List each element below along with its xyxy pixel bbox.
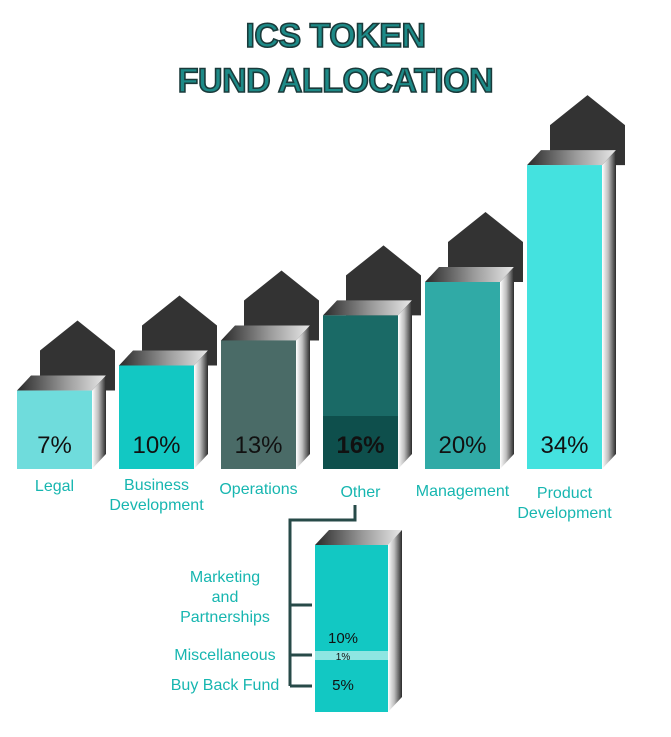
bar-0 (17, 390, 92, 469)
category-label-4: Management (415, 483, 510, 500)
breakdown-label-2: Buy Back Fund (170, 677, 280, 694)
bar-other-lower-band (323, 416, 398, 469)
bar-shadow-4 (448, 212, 523, 282)
bar-shadow-0 (40, 320, 115, 391)
bar-top-2 (221, 325, 310, 341)
bar-4 (425, 282, 500, 469)
bar-top-0 (17, 375, 106, 391)
breakdown-value-1: 1% (336, 652, 351, 663)
breakdown-layer: 10% 1% 5% (288, 505, 402, 712)
breakdown-value-0: 10% (328, 630, 358, 647)
breakdown-label-1: Miscellaneous (174, 647, 276, 664)
bar-side-1 (194, 350, 208, 469)
bar-side-0 (92, 375, 106, 469)
value-label-2: 13% (234, 432, 282, 459)
breakdown-segment-2 (315, 660, 388, 712)
bar-shadow-1 (142, 295, 217, 366)
value-label-1: 10% (132, 432, 180, 459)
bar-shadow-2 (244, 270, 319, 341)
value-label-0: 7% (37, 432, 72, 459)
breakdown-segment-1 (315, 651, 388, 660)
value-label-3: 16% (336, 432, 384, 459)
category-label-3: Other (340, 484, 381, 501)
chart-title-line-2: FUND ALLOCATION (177, 61, 495, 101)
breakdown-bar-top (315, 530, 402, 545)
value-label-4: 20% (438, 432, 486, 459)
bars-layer: 7% 10% 13% 16% 20% 34% (17, 95, 625, 469)
bar-1 (119, 365, 194, 469)
bar-top-1 (119, 350, 208, 366)
bar-shadow-3 (346, 245, 421, 316)
breakdown-value-2: 5% (332, 677, 354, 694)
bar-2 (221, 340, 296, 469)
category-label-1: Business Development (109, 477, 204, 514)
breakdown-label-0: Marketing and Partnerships (180, 569, 270, 626)
breakdown-bar-side (388, 530, 402, 712)
bar-side-3 (398, 300, 412, 469)
bar-side-5 (602, 150, 616, 469)
breakdown-connector (288, 505, 357, 686)
bar-side-4 (500, 267, 514, 469)
bar-5 (527, 165, 602, 469)
bar-shadow-5 (550, 95, 625, 166)
bar-top-5 (527, 150, 616, 166)
breakdown-segment-0 (315, 545, 388, 651)
bar-top-4 (425, 267, 514, 282)
bar-side-2 (296, 325, 310, 469)
category-label-2: Operations (219, 481, 298, 498)
bar-top-3 (323, 300, 412, 316)
category-label-5: Product Development (517, 485, 612, 522)
category-label-0: Legal (34, 478, 75, 495)
value-label-5: 34% (540, 432, 588, 459)
chart-title-line-1: ICS TOKEN (245, 16, 427, 56)
